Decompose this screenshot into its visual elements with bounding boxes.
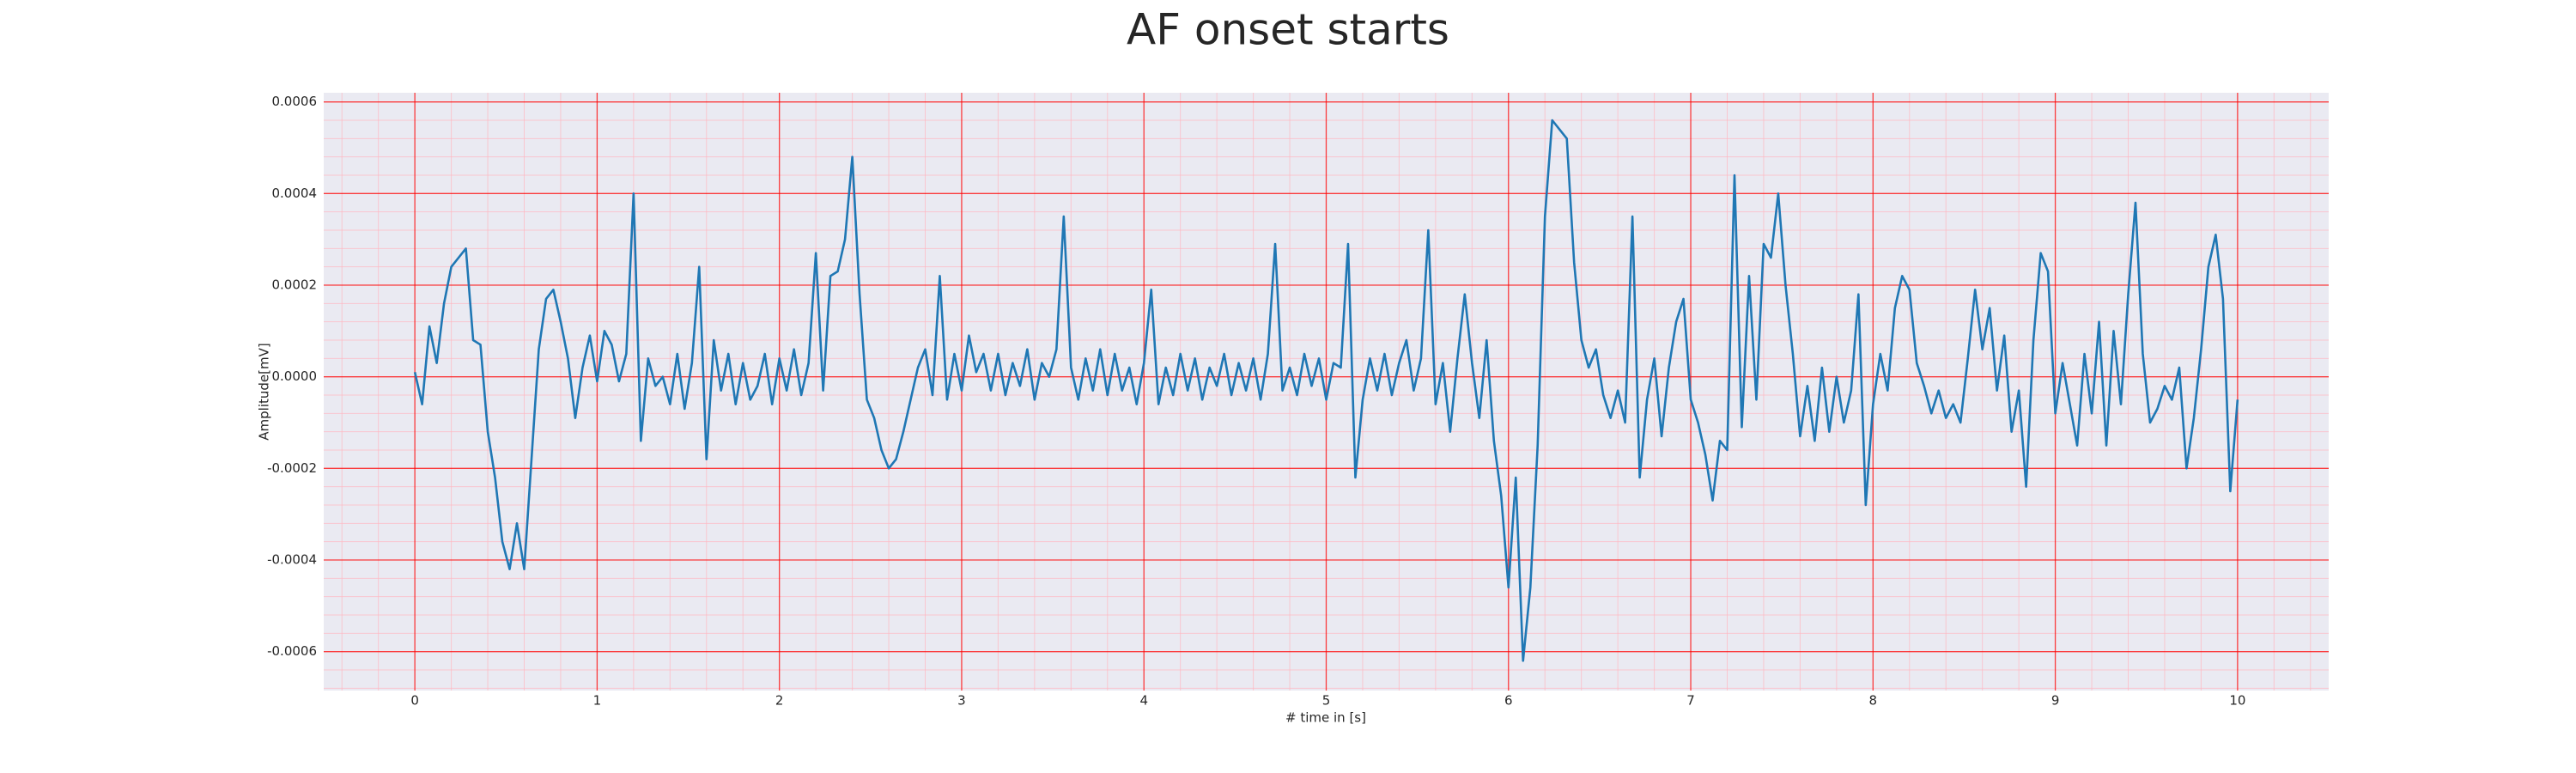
x-tick-label: 3 [957, 693, 966, 709]
x-tick-label: 7 [1686, 693, 1695, 709]
x-tick-label: 1 [593, 693, 602, 709]
x-tick-label: 10 [2229, 693, 2245, 709]
y-tick-label: -0.0004 [267, 552, 317, 568]
y-tick-label: -0.0002 [267, 460, 317, 476]
y-axis-label: Amplitude[mV] [257, 343, 272, 440]
y-tick-label: 0.0002 [272, 277, 318, 293]
x-tick-label: 9 [2051, 693, 2060, 709]
x-tick-label: 2 [775, 693, 784, 709]
chart-title: AF onset starts [1127, 5, 1449, 55]
y-tick-label: 0.0000 [272, 368, 318, 384]
x-axis-label: # time in [s] [1285, 710, 1366, 726]
x-tick-label: 8 [1869, 693, 1878, 709]
y-tick-label: 0.0004 [272, 186, 318, 201]
x-tick-label: 6 [1504, 693, 1513, 709]
x-tick-label: 4 [1139, 693, 1148, 709]
y-tick-label: 0.0006 [272, 94, 318, 109]
signal-line [413, 119, 2239, 662]
x-tick-label: 0 [410, 693, 419, 709]
x-tick-label: 5 [1322, 693, 1331, 709]
y-tick-label: -0.0006 [267, 643, 317, 659]
